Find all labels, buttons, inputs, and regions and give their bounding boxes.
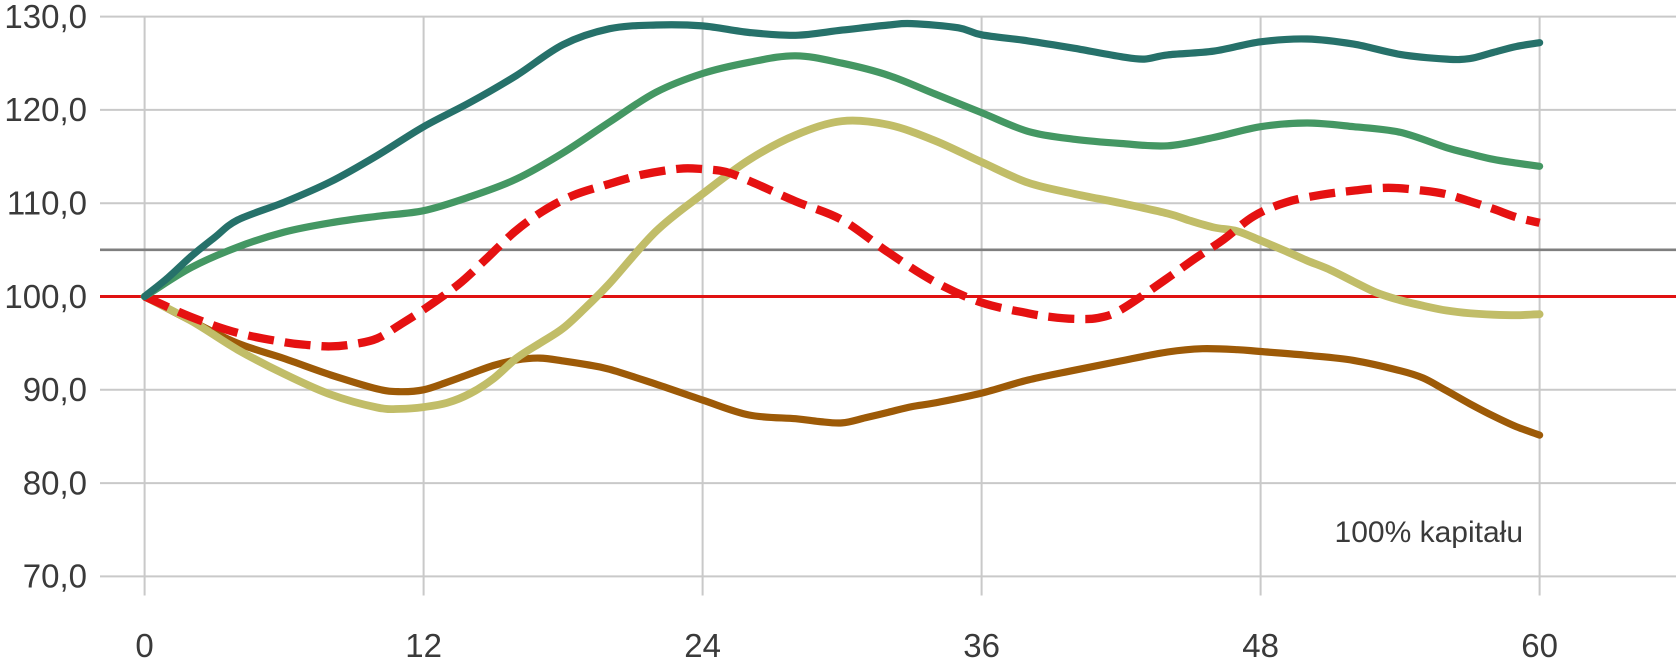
svg-text:100% kapitału: 100% kapitału — [1335, 516, 1523, 549]
svg-text:100,0: 100,0 — [4, 278, 87, 315]
svg-text:36: 36 — [963, 627, 1000, 659]
svg-text:24: 24 — [684, 627, 721, 659]
svg-text:90,0: 90,0 — [23, 371, 87, 408]
svg-text:110,0: 110,0 — [7, 185, 87, 222]
svg-text:48: 48 — [1242, 627, 1279, 659]
svg-text:80,0: 80,0 — [23, 464, 87, 501]
svg-text:12: 12 — [405, 627, 442, 659]
svg-text:0: 0 — [135, 627, 153, 659]
svg-text:130,0: 130,0 — [4, 0, 87, 35]
svg-text:120,0: 120,0 — [4, 91, 87, 128]
svg-text:60: 60 — [1521, 627, 1558, 659]
svg-text:70,0: 70,0 — [23, 558, 87, 595]
